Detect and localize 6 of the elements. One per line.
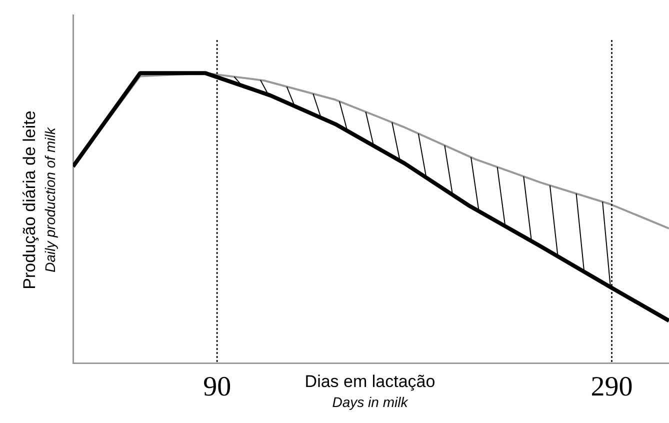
text: Days in milk <box>331 393 410 412</box>
x-axis-title: Dias em lactação <box>304 372 436 392</box>
x-tick-label: 290 <box>590 372 633 403</box>
y-axis-title: Produção diária de leite <box>20 110 40 292</box>
x-tick-label: 90 <box>203 372 232 403</box>
text: Daily production of milk <box>41 126 59 274</box>
